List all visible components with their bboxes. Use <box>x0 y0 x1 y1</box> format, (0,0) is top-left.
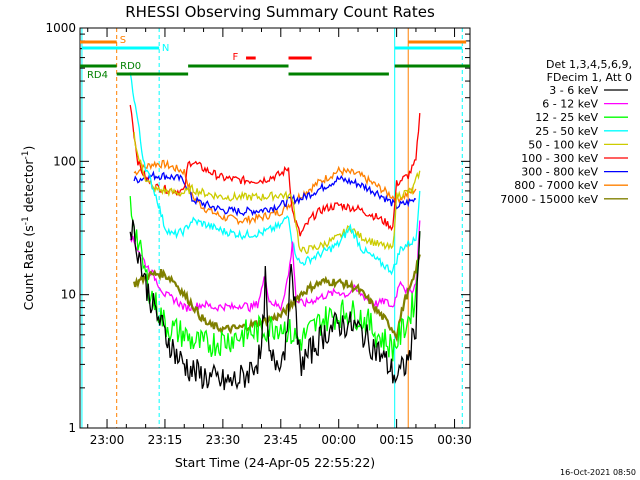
chart-title: RHESSI Observing Summary Count Rates <box>125 3 435 21</box>
series-7000-15000-keV <box>133 254 421 343</box>
x-tick-label: 23:30 <box>206 433 241 447</box>
legend: Det 1,3,4,5,6,9,FDecim 1, Att 03 - 6 keV… <box>500 58 632 206</box>
flag-label-rd4: RD4 <box>87 70 108 81</box>
x-tick-label: 00:30 <box>437 433 472 447</box>
legend-entry-label: 100 - 300 keV <box>521 152 598 165</box>
series-line <box>129 219 421 391</box>
series-line <box>133 132 421 255</box>
legend-entry-label: 6 - 12 keV <box>542 98 598 111</box>
series-line <box>133 159 417 226</box>
series-line <box>133 254 421 343</box>
series-100-300-keV <box>129 104 421 237</box>
axes: 1 10 100 1000 23:00 23:15 23:30 23:45 00:00 00:15… <box>45 21 471 447</box>
plot-frame <box>79 27 471 429</box>
legend-header-line: Det 1,3,4,5,6,9, <box>546 58 632 71</box>
x-axis-label: Start Time (24-Apr-05 22:55:22) <box>175 455 375 470</box>
y-tick-label: 1000 <box>45 21 76 35</box>
legend-entry-label: 300 - 800 keV <box>521 166 598 179</box>
series-3-6-keV <box>129 219 421 391</box>
flag-label-s: S <box>120 35 126 46</box>
legend-entry-label: 3 - 6 keV <box>549 84 598 97</box>
legend-entry-label: 50 - 100 keV <box>528 138 598 151</box>
y-tick-label: 100 <box>53 154 76 168</box>
flag-label-n: N <box>162 43 169 54</box>
plot-area <box>81 28 463 428</box>
status-flags: S N RD0 RD4 F <box>80 35 470 81</box>
series-line <box>129 72 421 276</box>
series-800-7000-keV <box>133 159 417 226</box>
series-line <box>133 170 417 217</box>
x-tick-label: 23:00 <box>90 433 125 447</box>
generation-timestamp: 16-Oct-2021 08:50 <box>560 468 636 477</box>
legend-entry-label: 12 - 25 keV <box>535 111 598 124</box>
series-12-25-keV <box>129 196 421 362</box>
series-line <box>129 104 421 237</box>
y-axis-label: Count Rate (s-1 detector-1) <box>21 146 36 311</box>
series-line <box>129 196 421 362</box>
legend-entry-label: 800 - 7000 keV <box>514 179 598 192</box>
series-50-100-keV <box>133 132 421 255</box>
x-tick-label: 00:00 <box>321 433 356 447</box>
legend-entry-label: 25 - 50 keV <box>535 125 598 138</box>
flag-label-rd0: RD0 <box>120 61 141 72</box>
x-tick-label: 23:45 <box>263 433 298 447</box>
y-tick-label: 1 <box>68 421 76 435</box>
flag-label-f: F <box>233 52 239 63</box>
legend-entry-label: 7000 - 15000 keV <box>500 193 598 206</box>
legend-header-line: FDecim 1, Att 0 <box>547 71 632 84</box>
x-tick-label: 00:15 <box>379 433 414 447</box>
x-tick-label: 23:15 <box>148 433 183 447</box>
series-300-800-keV <box>133 170 417 217</box>
series-25-50-keV <box>129 72 421 276</box>
y-tick-label: 10 <box>61 288 76 302</box>
